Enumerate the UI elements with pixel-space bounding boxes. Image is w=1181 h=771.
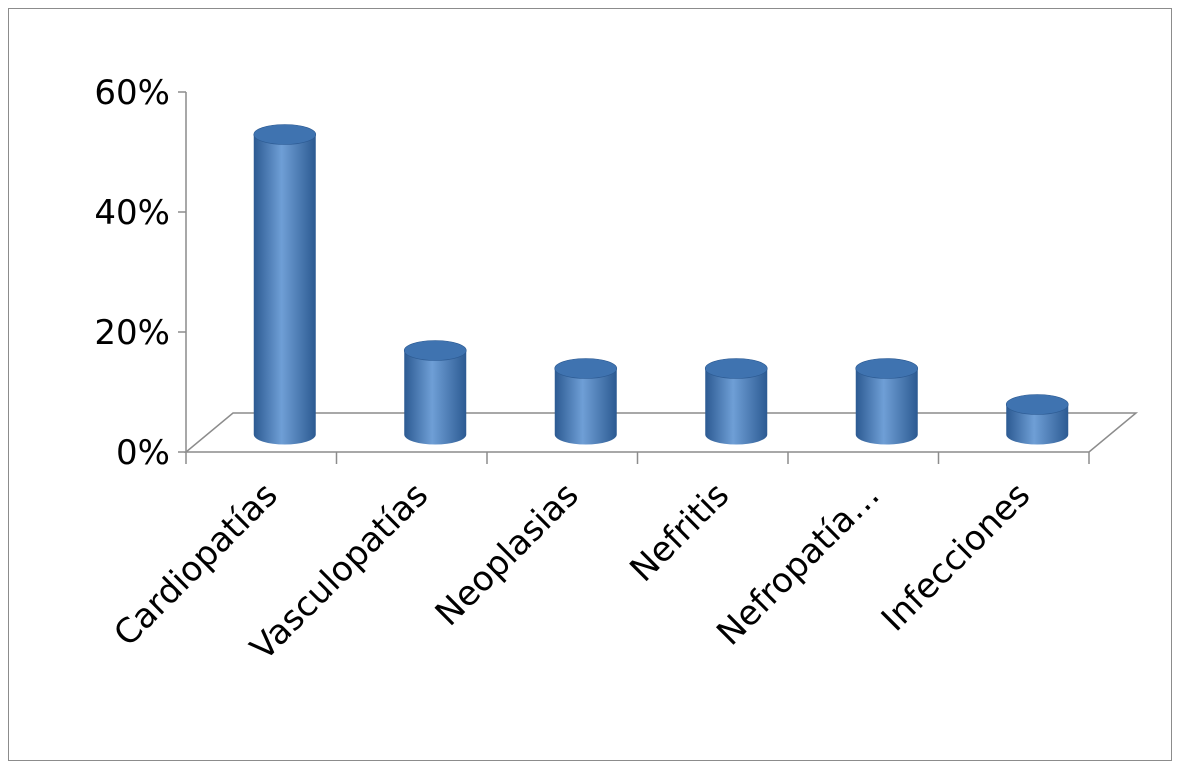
bar-top (704, 358, 768, 379)
bar-body (554, 368, 617, 445)
bar (704, 358, 768, 445)
bar-top (554, 358, 618, 379)
x-category-label: Nefropatía… (709, 475, 887, 653)
cylinder-bar-chart: 0% 20% 40% 60% CardiopatíasVasculopatíasNeo… (94, 73, 1139, 668)
bar-body (855, 368, 918, 445)
bar (1005, 394, 1069, 445)
bar (253, 124, 317, 445)
y-tick-labels: 0% 20% 40% 60% (94, 73, 170, 473)
bar (554, 358, 618, 445)
bar-body (1006, 404, 1069, 445)
y-tick-label: 40% (94, 193, 170, 233)
bar-body (705, 368, 768, 445)
y-tick-label: 20% (94, 313, 170, 353)
y-tick-label: 0% (116, 433, 170, 473)
bar-body (404, 350, 467, 445)
y-tick-label: 60% (94, 73, 170, 113)
x-category-label: Nefritis (622, 475, 737, 590)
chart-frame: 0% 20% 40% 60% Cardiopatías Vasculopatías Neo… (8, 8, 1172, 761)
x-category-label: Neoplasias (428, 475, 587, 634)
axes-layer (178, 91, 1139, 464)
bar-top (1005, 394, 1069, 415)
bar-top (253, 124, 317, 145)
bar (855, 358, 919, 445)
bar-top (403, 340, 467, 361)
x-category-label: Infecciones (874, 475, 1038, 639)
bar-top (855, 358, 919, 379)
bar-body (253, 134, 316, 445)
bars-layer (253, 124, 1069, 445)
bar (403, 340, 467, 445)
floor-plane (183, 412, 1139, 453)
